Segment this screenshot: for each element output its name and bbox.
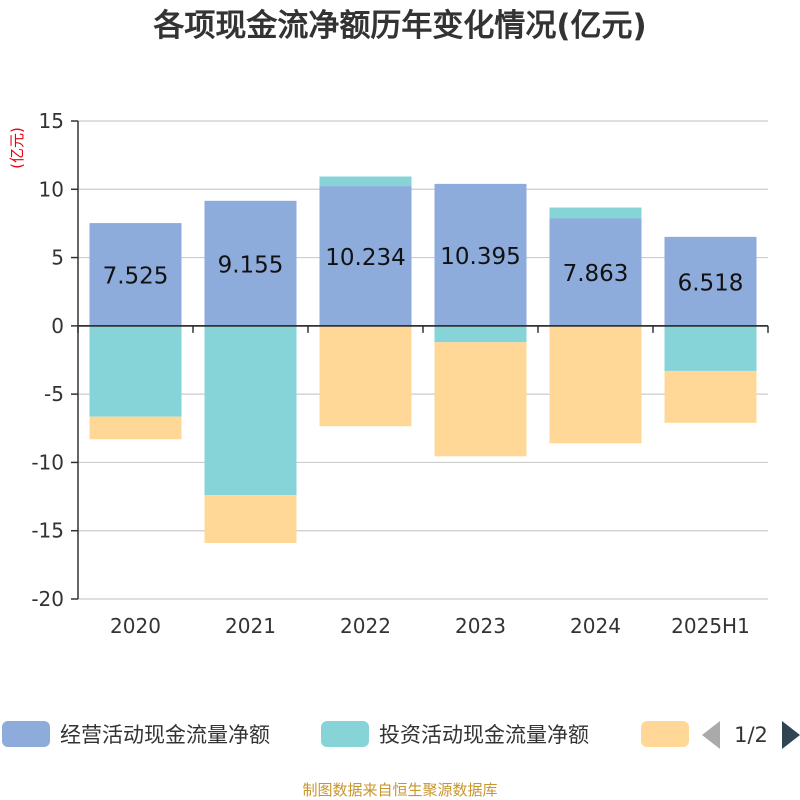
bars bbox=[89, 176, 757, 544]
bar-value-label: 10.395 bbox=[440, 244, 520, 270]
bar-segment-3 bbox=[549, 325, 642, 444]
y-tick-label: 0 bbox=[51, 314, 64, 338]
legend-page-indicator: 1/2 bbox=[734, 723, 768, 747]
bar-value-label: 7.863 bbox=[563, 261, 629, 287]
legend-swatch[interactable] bbox=[2, 721, 50, 747]
bar-segment-2 bbox=[204, 325, 297, 496]
bar-segment-1 bbox=[319, 186, 412, 326]
bar-value-label: 9.155 bbox=[218, 252, 284, 278]
y-tick-label: -5 bbox=[44, 382, 64, 406]
y-tick-label: -20 bbox=[31, 587, 64, 611]
x-tick-label: 2024 bbox=[570, 614, 621, 638]
bar-labels: 7.525 9.155 10.234 10.395 7.863 6.518 bbox=[103, 244, 744, 296]
bar-segment-3 bbox=[434, 342, 527, 457]
y-tick-label: -15 bbox=[31, 519, 64, 543]
legend-swatch[interactable] bbox=[641, 721, 689, 747]
axes: 15 10 5 0 -5 -10 -15 -20 2020 2021 2022 2023 2024 202… bbox=[31, 109, 769, 638]
legend-swatch[interactable] bbox=[321, 721, 369, 747]
bar-segment-1 bbox=[549, 218, 642, 326]
y-tick-label: 10 bbox=[39, 177, 64, 201]
legend-label[interactable]: 经营活动现金流量净额 bbox=[60, 723, 270, 747]
bar-value-label: 7.525 bbox=[103, 263, 169, 289]
x-tick-label: 2021 bbox=[225, 614, 276, 638]
x-tick-label: 2025H1 bbox=[671, 614, 750, 638]
bar-segment-3 bbox=[204, 495, 297, 544]
bar-segment-1 bbox=[89, 223, 182, 326]
bar-segment-2 bbox=[549, 207, 642, 219]
legend-prev-page-icon[interactable] bbox=[702, 721, 720, 749]
bar-segment-3 bbox=[664, 370, 757, 423]
legend-next-page-icon[interactable] bbox=[782, 721, 800, 749]
bar-segment-1 bbox=[434, 183, 527, 326]
bar-segment-2 bbox=[89, 325, 182, 417]
legend: 经营活动现金流量净额 投资活动现金流量净额 1/2 bbox=[2, 721, 800, 749]
bar-segment-3 bbox=[319, 325, 412, 427]
source-note: 制图数据来自恒生聚源数据库 bbox=[302, 781, 497, 799]
chart-title: 各项现金流净额历年变化情况(亿元) bbox=[152, 8, 646, 44]
bar-segment-2 bbox=[434, 325, 527, 343]
bar-value-label: 10.234 bbox=[325, 245, 405, 271]
bar-segment-2 bbox=[319, 176, 412, 187]
legend-label[interactable]: 投资活动现金流量净额 bbox=[379, 723, 589, 747]
y-tick-label: -10 bbox=[31, 450, 64, 474]
x-tick-label: 2020 bbox=[110, 614, 161, 638]
x-tick-label: 2023 bbox=[455, 614, 506, 638]
bar-value-label: 6.518 bbox=[678, 270, 744, 296]
grid-lines bbox=[78, 120, 768, 600]
y-tick-label: 5 bbox=[51, 246, 64, 270]
y-axis-unit-label: (亿元) bbox=[8, 127, 26, 169]
x-tick-label: 2022 bbox=[340, 614, 391, 638]
bar-segment-1 bbox=[204, 200, 297, 326]
bar-segment-1 bbox=[664, 236, 757, 326]
y-tick-label: 15 bbox=[39, 109, 64, 133]
bar-segment-3 bbox=[89, 416, 182, 440]
bar-segment-2 bbox=[664, 325, 757, 371]
